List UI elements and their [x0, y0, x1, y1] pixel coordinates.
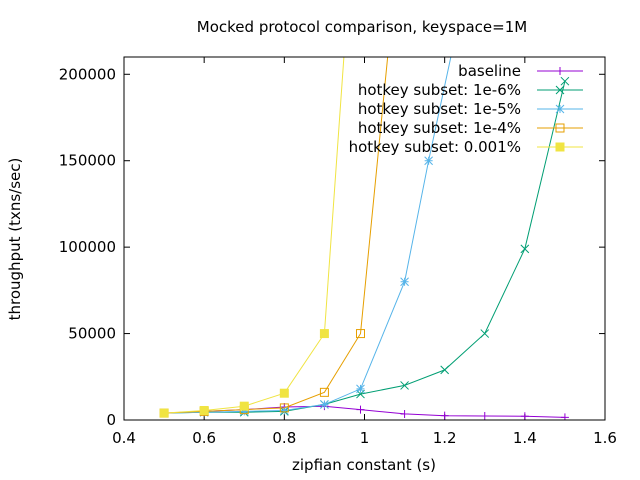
data-point: [555, 123, 565, 133]
x-tick-label: 1.2: [433, 429, 457, 447]
data-point: [279, 403, 289, 413]
data-point: [480, 329, 490, 338]
legend-label: hotkey subset: 0.001%: [349, 138, 521, 156]
data-point: [355, 329, 365, 339]
y-axis-ticks: 0 50000 100000 150000 200000: [59, 65, 605, 429]
data-point: [440, 411, 449, 420]
y-tick-label: 0: [106, 411, 116, 429]
data-point: [555, 142, 565, 152]
data-point: [320, 400, 329, 409]
data-point: [520, 244, 530, 254]
y-tick-label: 50000: [68, 325, 116, 343]
data-point: [199, 405, 209, 415]
data-point: [555, 85, 565, 95]
y-axis-label: throughput (txns/sec): [6, 158, 24, 321]
x-tick-label: 0.6: [192, 429, 216, 447]
data-point: [400, 277, 409, 287]
data-point: [555, 104, 565, 114]
data-point: [400, 409, 409, 418]
plot-frame: [123, 56, 606, 421]
data-point: [356, 405, 365, 414]
legend-label: hotkey subset: 1e-5%: [358, 100, 521, 118]
x-tick-label: 1.4: [513, 429, 537, 447]
x-tick-label: 0.4: [112, 429, 136, 447]
data-point: [356, 384, 365, 394]
series-line: [164, 57, 345, 414]
data-point: [319, 387, 329, 397]
x-tick-label: 0.8: [272, 429, 296, 447]
data-point: [319, 329, 329, 339]
y-tick-label: 200000: [59, 65, 116, 83]
legend-label: hotkey subset: 1e-4%: [358, 119, 521, 137]
x-tick-label: 1.6: [593, 429, 617, 447]
data-point: [279, 388, 289, 398]
data-point: [560, 413, 569, 420]
data-point: [279, 406, 289, 415]
data-point: [480, 412, 489, 420]
data-point: [560, 76, 570, 86]
series-layer: [159, 57, 570, 420]
chart-title: Mocked protocol comparison, keyspace=1M: [197, 18, 527, 36]
x-axis-label: zipfian constant (s): [292, 456, 436, 474]
series-group: [159, 57, 345, 418]
data-point: [440, 365, 450, 375]
data-point: [159, 408, 169, 418]
data-point: [556, 67, 564, 75]
legend-label: baseline: [458, 62, 521, 80]
data-point: [424, 156, 433, 166]
data-point: [239, 401, 249, 411]
x-axis-ticks: 0.4 0.6 0.8 1 1.2 1.4 1.6: [112, 57, 617, 447]
data-point: [520, 412, 529, 420]
data-point: [239, 407, 249, 416]
x-tick-label: 1: [360, 429, 370, 447]
y-tick-label: 100000: [59, 238, 116, 256]
data-point: [400, 381, 409, 390]
legend-label: hotkey subset: 1e-6%: [358, 81, 521, 99]
y-tick-label: 150000: [59, 152, 116, 170]
